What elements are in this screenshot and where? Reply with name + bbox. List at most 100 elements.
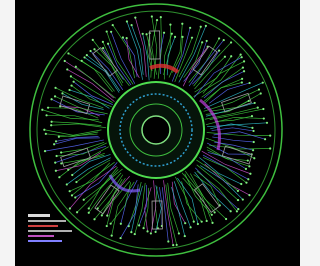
pad [251,115,253,117]
pad [251,127,253,129]
pad [240,54,242,56]
pad [83,56,85,58]
pad [60,151,62,153]
pad [86,54,88,56]
pad [69,190,71,192]
pad [76,211,78,213]
pad [55,140,57,142]
pad [44,150,46,152]
pad [171,33,173,35]
pad [236,210,238,212]
pad [66,183,68,185]
pad [253,141,255,143]
pad [119,237,121,239]
pad [197,223,199,225]
pad [66,68,68,70]
pad [151,15,153,17]
page: (() => { JSON.parse(document.getElementB… [0,0,310,266]
pad [248,100,250,102]
pad [174,36,176,38]
center-hole [142,116,170,144]
pad [218,37,220,39]
pad [89,50,91,52]
pad [50,121,52,123]
pad [102,41,104,43]
pad [252,130,254,132]
pad [75,66,77,68]
pad [214,211,216,213]
pad [112,24,114,26]
pad [225,218,227,220]
pad [253,157,255,159]
pad [242,198,244,200]
pad [248,165,250,167]
pad [71,194,73,196]
pad [102,47,104,49]
pad [61,92,63,94]
pad [266,122,268,124]
pad [70,84,72,86]
pad [269,147,271,149]
pad [248,194,250,196]
pcb-layout-image [0,0,310,266]
pad [249,173,251,175]
pad [237,190,239,192]
pad [126,20,128,22]
pad [262,108,264,110]
pad [67,52,69,54]
pad [41,109,43,111]
pad [54,162,56,164]
pad [58,136,60,138]
pad [241,56,243,58]
pad [245,182,247,184]
pad [142,33,144,35]
pad [110,31,112,33]
pad [211,214,213,216]
pad [60,162,62,164]
legend-mark [28,235,54,237]
pad [230,210,232,212]
pad [211,222,213,224]
legend-mark [28,240,62,242]
pad [160,16,162,18]
pad [101,214,103,216]
pad [106,215,108,217]
pad [45,114,47,116]
pad [167,240,169,242]
pad [122,36,124,38]
pad [58,176,60,178]
pad [156,19,158,21]
pad [106,30,108,32]
pad [150,232,152,234]
pad [206,40,208,42]
pad [43,129,45,131]
pad [142,227,144,229]
pad [237,208,239,210]
pad [88,207,90,209]
pad [50,98,52,100]
pad [74,196,76,198]
pad [130,231,132,233]
pad [237,199,239,201]
legend-mark [28,214,50,217]
pad [189,27,191,29]
pad [50,124,52,126]
pad [224,56,226,58]
pad [243,70,245,72]
pad [68,89,70,91]
legend-mark [28,220,66,222]
pad [71,174,73,176]
pad [110,223,112,225]
pad [53,143,55,145]
pad [184,235,186,237]
pad [134,233,136,235]
pad [245,168,247,170]
pad [54,87,56,89]
pad [111,234,113,236]
pad [193,221,195,223]
pad [247,178,249,180]
pad [257,107,259,109]
pad [69,207,71,209]
pad [201,221,203,223]
pad [120,223,122,225]
